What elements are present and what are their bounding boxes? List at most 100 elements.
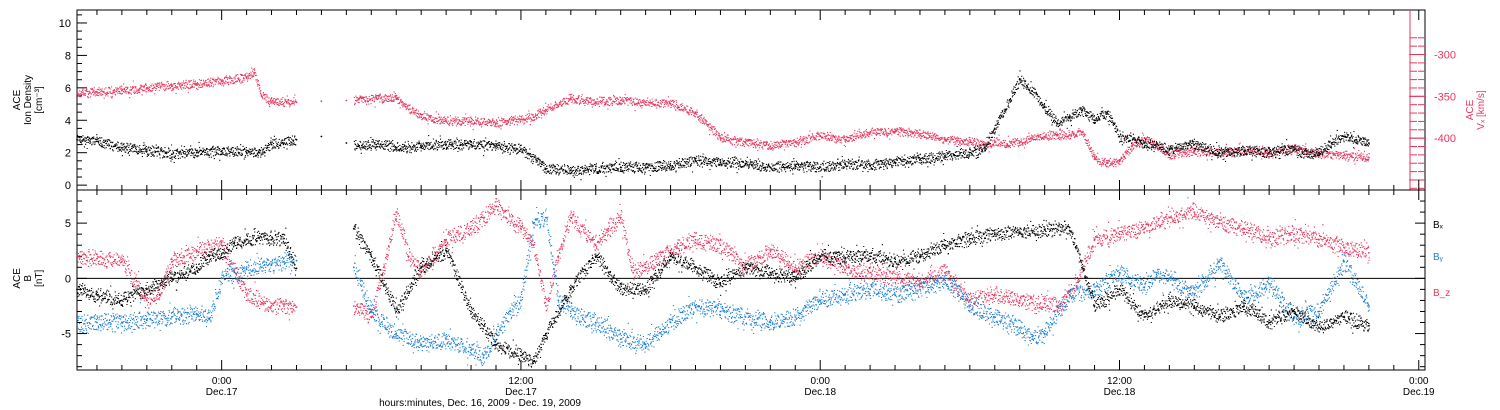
vx-point xyxy=(594,101,597,104)
by-point xyxy=(352,266,355,269)
bx-point xyxy=(1043,228,1046,231)
bz-point xyxy=(1343,246,1345,249)
vx-point xyxy=(121,89,123,92)
bz-point xyxy=(944,271,946,274)
by-point xyxy=(769,321,772,324)
right-axis-label-line: Vₓ [km/s] xyxy=(1476,90,1487,130)
bz-point xyxy=(1168,216,1171,219)
vx-point xyxy=(844,138,846,141)
vx-point xyxy=(260,95,263,98)
by-point xyxy=(1068,294,1071,296)
vx-point xyxy=(1093,158,1096,161)
x-axis-title: hours:minutes, Dec. 16, 2009 - Dec. 19, … xyxy=(379,398,581,409)
density-point xyxy=(520,148,522,151)
bx-point xyxy=(1218,316,1221,318)
density-point xyxy=(744,163,747,166)
bx-point xyxy=(420,266,423,269)
density-point xyxy=(258,151,260,154)
bx-point xyxy=(170,277,173,280)
bx-point xyxy=(352,227,355,230)
by-point xyxy=(420,343,423,346)
bx-point xyxy=(869,255,871,258)
bz-point xyxy=(694,238,697,241)
bx-point xyxy=(195,266,198,269)
bx-point xyxy=(1143,316,1146,318)
density-point xyxy=(1243,150,1246,153)
b-axis-label: ACEB[nT] xyxy=(12,268,45,289)
by-point xyxy=(1268,283,1270,285)
vx-point xyxy=(532,116,535,119)
by-point xyxy=(1293,316,1295,318)
vx-point xyxy=(1143,137,1146,140)
density-series xyxy=(77,70,1370,181)
bx-point xyxy=(844,257,846,260)
bottom-panel-frame xyxy=(76,189,1426,371)
bx-point xyxy=(1168,299,1171,302)
vx-point xyxy=(919,133,921,135)
density-point xyxy=(1268,151,1270,154)
by-point xyxy=(208,317,211,319)
by-point xyxy=(1093,290,1096,293)
vx-point xyxy=(644,101,647,104)
vx-point xyxy=(245,76,248,78)
bx-point xyxy=(1293,310,1295,313)
top-panel-frame xyxy=(76,9,1426,191)
density-point xyxy=(1355,138,1358,141)
bx-point xyxy=(283,237,285,240)
by-point xyxy=(557,299,560,302)
density-point xyxy=(1305,153,1308,156)
by-point xyxy=(96,321,98,324)
vx-point xyxy=(669,103,672,105)
by-point xyxy=(295,259,298,262)
density-point xyxy=(145,150,148,153)
by-point xyxy=(1343,260,1345,263)
bz-point xyxy=(352,305,355,307)
by-point xyxy=(968,305,971,307)
bz-point xyxy=(644,266,647,269)
bx-point xyxy=(1193,305,1196,307)
by-point xyxy=(1043,332,1046,335)
bx-point xyxy=(121,299,123,302)
vx-point xyxy=(345,99,348,102)
bz-point xyxy=(894,277,896,280)
vx-point xyxy=(270,101,273,104)
by-point xyxy=(1156,271,1158,274)
vx-point xyxy=(545,108,547,111)
vx-point xyxy=(993,141,996,144)
density-point xyxy=(1056,122,1058,125)
density-point xyxy=(1081,109,1083,112)
bz-point xyxy=(1318,238,1320,241)
vx-point xyxy=(719,137,722,140)
bx-point xyxy=(470,310,472,313)
bz-point xyxy=(532,244,535,247)
by-point xyxy=(121,321,123,324)
right-tick-label: -400 xyxy=(1434,133,1456,145)
density-point xyxy=(1068,116,1071,118)
bx-point xyxy=(569,288,572,291)
vx-point xyxy=(76,92,78,94)
vx-point xyxy=(375,97,378,99)
left-tick-label: 6 xyxy=(65,83,71,95)
bz-point xyxy=(1243,227,1246,230)
by-point xyxy=(993,316,996,318)
left-tick-label: 2 xyxy=(65,148,71,160)
x-tick-date: Dec.19 xyxy=(1403,387,1435,398)
bz-point xyxy=(545,305,547,307)
bx-point xyxy=(1118,288,1121,291)
density-point xyxy=(844,163,846,166)
bz-point xyxy=(619,216,622,219)
density-point xyxy=(1143,142,1146,144)
bz-point xyxy=(370,316,373,318)
bx-point xyxy=(1368,324,1370,327)
vx-point xyxy=(794,141,797,144)
vx-series xyxy=(77,67,1370,168)
vx-point xyxy=(944,138,946,141)
bz-point xyxy=(1368,252,1370,254)
density-point xyxy=(769,166,772,169)
vx-point xyxy=(1343,154,1345,157)
by-point xyxy=(644,343,647,346)
bx-point xyxy=(208,255,211,258)
density-point xyxy=(1043,106,1046,109)
by-point xyxy=(76,323,78,326)
